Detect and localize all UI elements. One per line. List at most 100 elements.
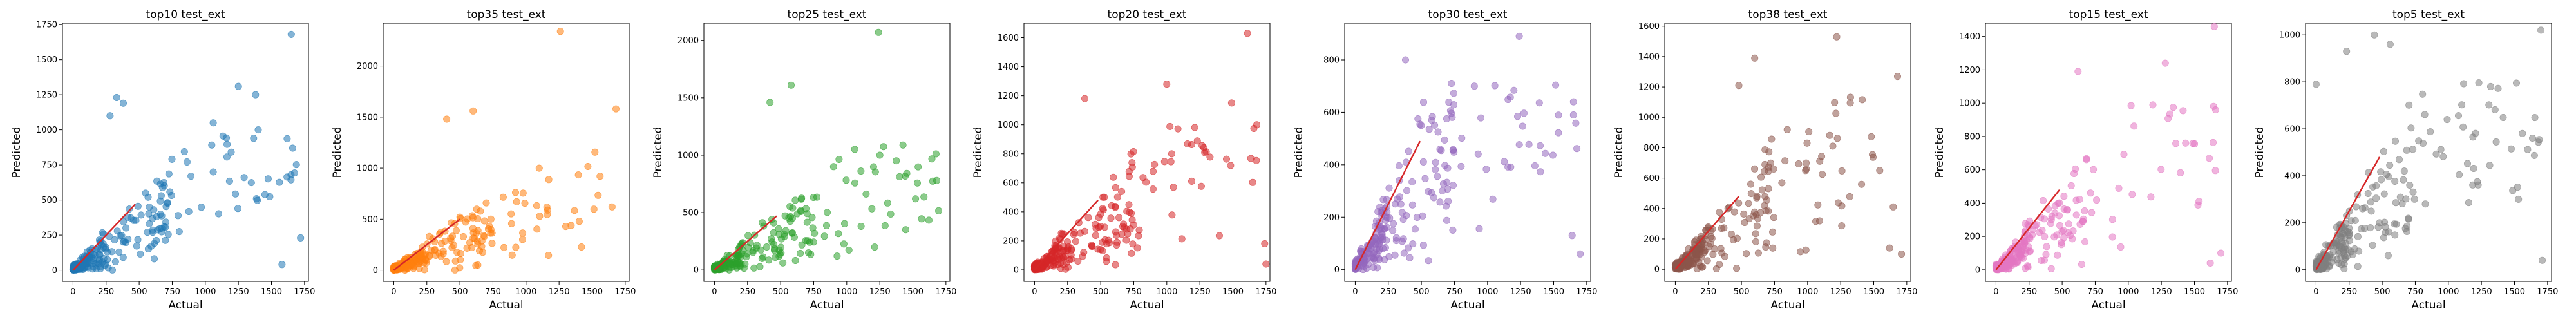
data-point xyxy=(2475,79,2483,87)
y-tick-label: 1000 xyxy=(998,120,1019,130)
data-point xyxy=(102,245,109,253)
fit-line xyxy=(1354,140,1421,270)
x-tick-label: 1000 xyxy=(2438,287,2459,297)
data-point xyxy=(1188,141,1195,149)
data-point xyxy=(439,247,447,255)
data-point xyxy=(791,196,799,204)
data-point xyxy=(2400,167,2408,175)
data-point xyxy=(2351,216,2359,224)
data-point xyxy=(1150,167,1157,175)
data-point xyxy=(1200,144,1208,151)
y-tick-label: 1400 xyxy=(998,62,1019,72)
data-point xyxy=(297,234,305,242)
data-point xyxy=(519,189,527,197)
data-point xyxy=(151,240,158,247)
x-tick-label: 500 xyxy=(452,287,468,297)
chart-title: top20 test_ext xyxy=(1108,8,1187,21)
data-point xyxy=(1070,229,1078,236)
data-point xyxy=(2093,196,2101,204)
data-point xyxy=(2364,189,2372,197)
data-point xyxy=(1441,136,1448,144)
data-point xyxy=(1542,149,1549,157)
chart-panel-4: top20 test_ext 0 250 500 750 1000 1250 1500 1750… xyxy=(972,8,1276,312)
y-tick-label: 1200 xyxy=(1959,66,1980,75)
data-point xyxy=(765,256,773,264)
data-point xyxy=(223,134,231,142)
chart-title: top30 test_ext xyxy=(1428,8,1508,21)
data-point xyxy=(2515,195,2523,203)
data-point xyxy=(1763,239,1770,247)
x-axis-label: Actual xyxy=(2411,299,2445,312)
data-point xyxy=(1449,146,1457,153)
data-point xyxy=(409,261,417,269)
data-point xyxy=(1437,147,1445,155)
data-point xyxy=(521,200,529,207)
y-axis-label: Predicted xyxy=(1613,127,1625,178)
chart-panel-5: top30 test_ext 0 250 500 750 1000 1250 1500 1750… xyxy=(1293,8,1597,312)
data-point xyxy=(584,163,592,171)
data-point xyxy=(857,222,865,230)
data-point xyxy=(456,213,464,221)
data-point xyxy=(1838,202,1846,210)
data-point xyxy=(2371,31,2378,39)
data-point xyxy=(1769,244,1777,252)
data-point xyxy=(1573,145,1581,153)
y-tick-label: 200 xyxy=(1323,213,1340,223)
y-tick-label: 0 xyxy=(694,266,699,276)
data-point xyxy=(824,209,831,216)
x-tick-label: 500 xyxy=(2374,287,2391,297)
data-point xyxy=(2537,26,2545,34)
data-point xyxy=(1894,73,1902,80)
data-point xyxy=(149,229,156,236)
data-point xyxy=(884,199,891,207)
data-point xyxy=(2079,215,2087,223)
data-point xyxy=(1128,209,1135,217)
data-point xyxy=(786,203,794,211)
data-point xyxy=(1740,210,1748,218)
data-point xyxy=(791,256,799,264)
data-point xyxy=(1379,245,1387,252)
data-point xyxy=(2486,162,2494,169)
data-point xyxy=(835,156,843,164)
data-point xyxy=(175,228,183,236)
data-point xyxy=(2377,168,2385,176)
data-point xyxy=(533,225,541,233)
data-point xyxy=(1833,135,1841,142)
data-point xyxy=(1753,222,1761,230)
data-point xyxy=(2354,232,2362,240)
data-point xyxy=(1778,179,1786,187)
y-tick-label: 1200 xyxy=(998,91,1019,101)
data-point xyxy=(106,112,114,120)
y-tick-label: 400 xyxy=(2284,171,2300,181)
data-point xyxy=(1833,33,1841,41)
data-point xyxy=(2051,209,2059,217)
data-point xyxy=(1057,254,1065,262)
chart-panel-2: top35 test_ext 0 250 500 750 1000 1250 1500 1750… xyxy=(331,8,636,312)
x-tick-label: 250 xyxy=(98,287,114,297)
data-point xyxy=(1826,131,1833,139)
x-tick-label: 1250 xyxy=(1189,287,1211,297)
data-point xyxy=(1795,160,1803,168)
y-tick-label: 750 xyxy=(41,161,57,171)
data-point xyxy=(1166,122,1174,130)
data-point xyxy=(132,216,140,224)
data-point xyxy=(840,240,848,248)
data-point xyxy=(914,163,922,171)
data-point xyxy=(1449,226,1457,234)
x-tick-label: 250 xyxy=(1700,287,1716,297)
data-point xyxy=(2469,133,2477,141)
y-tick-label: 600 xyxy=(1323,108,1340,118)
data-point xyxy=(457,250,464,258)
data-point xyxy=(1577,250,1584,258)
y-axis-label: Predicted xyxy=(652,127,665,178)
x-axis-label: Actual xyxy=(1130,299,1164,312)
data-point xyxy=(596,173,604,180)
x-tick-label: 500 xyxy=(1734,287,1750,297)
data-point xyxy=(893,157,900,165)
data-point xyxy=(2120,151,2128,158)
data-point xyxy=(788,81,795,89)
x-tick-label: 1500 xyxy=(1222,287,1244,297)
data-point xyxy=(1858,180,1866,188)
data-point xyxy=(1819,171,1826,178)
data-point xyxy=(1381,256,1388,263)
